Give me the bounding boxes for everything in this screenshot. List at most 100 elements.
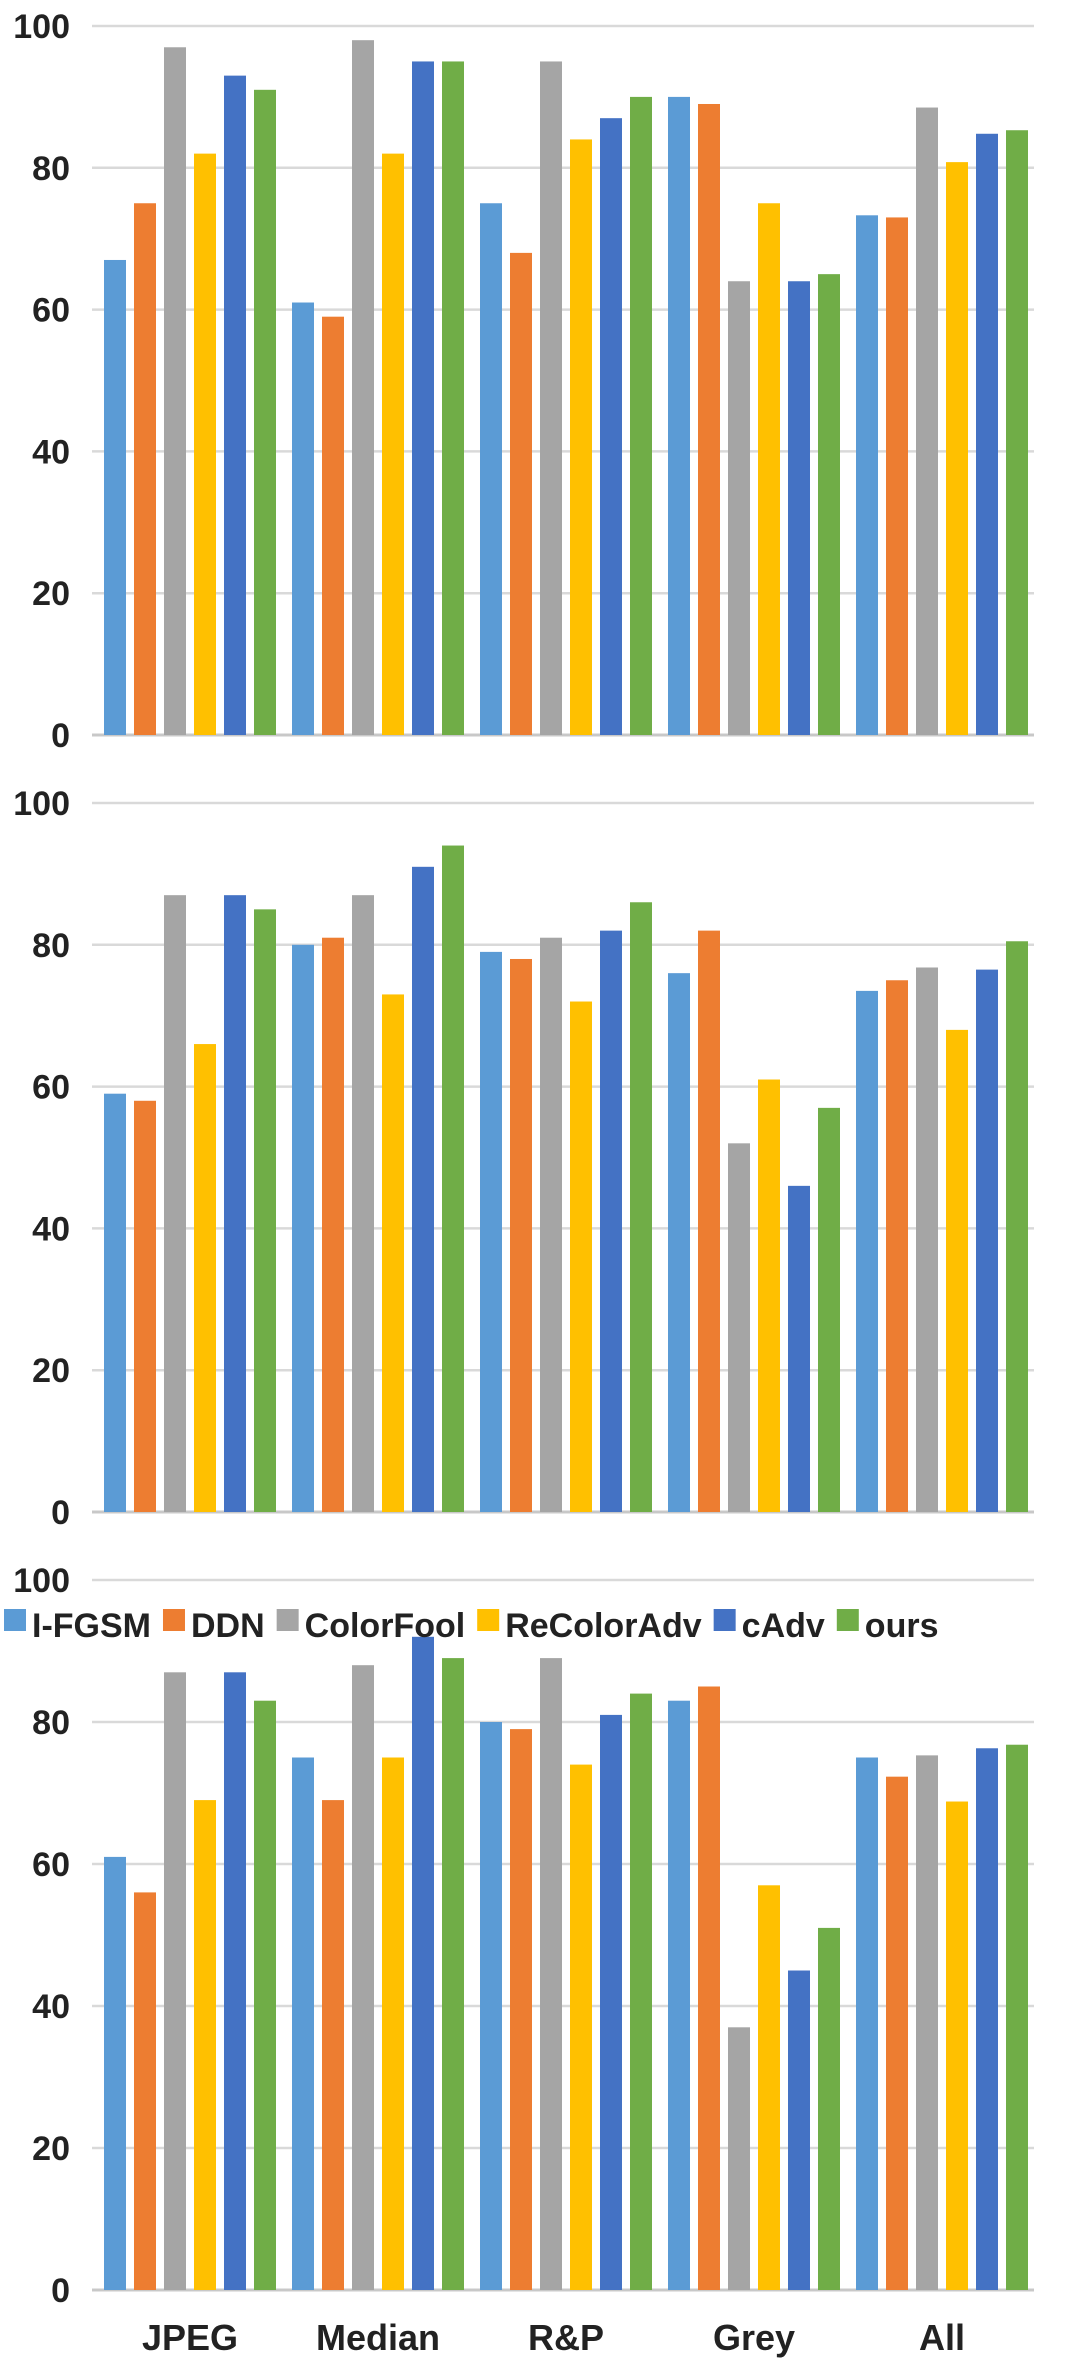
legend-swatch: [836, 1609, 859, 1631]
y-tick-label: 60: [32, 1846, 70, 1884]
y-tick-label: 40: [32, 1988, 70, 2026]
y-tick-label: 0: [51, 1494, 70, 1532]
legend-swatch: [4, 1609, 26, 1631]
bar-ddn-5: [886, 1776, 908, 2290]
bar-cadv-5: [976, 1748, 998, 2290]
bar-ddn-4: [698, 1686, 720, 2290]
bar-ddn-3: [510, 252, 532, 735]
y-tick-label: 0: [51, 717, 70, 755]
bar-colorfool-1: [164, 1672, 186, 2290]
bar-colorfool-5: [916, 967, 938, 1512]
x-tick-label: All: [919, 2317, 965, 2358]
bar-ddn-5: [886, 980, 908, 1512]
y-tick-label: 20: [32, 2130, 70, 2168]
bar-cadv-1: [224, 75, 246, 735]
legend-label: ReColorAdv: [505, 1607, 702, 1645]
bar-recoloradv-5: [946, 1801, 968, 2290]
legend-swatch: [477, 1609, 500, 1631]
bar-cadv-1: [224, 895, 246, 1512]
legend: I-FGSM DDN ColorFool ReColorAdv cAdv ours: [4, 1607, 938, 1645]
bar-recoloradv-2: [382, 153, 404, 735]
x-tick-label: JPEG: [142, 2317, 238, 2358]
bar-cadv-4: [788, 281, 810, 735]
bar-recoloradv-3: [570, 1764, 592, 2290]
bar-colorfool-4: [728, 2027, 750, 2290]
bar-ddn-4: [698, 103, 720, 736]
bar-recoloradv-5: [946, 1029, 968, 1512]
bar-recoloradv-4: [758, 1885, 780, 2290]
bar-ours-1: [254, 909, 276, 1512]
bar-recoloradv-3: [570, 1001, 592, 1512]
bar-ours-2: [442, 61, 464, 735]
bar-ours-2: [442, 1658, 464, 2290]
bar-recoloradv-1: [194, 153, 216, 735]
bar-ours-4: [818, 1107, 840, 1512]
bar-cadv-2: [412, 61, 434, 735]
bar-ddn-3: [510, 958, 532, 1512]
y-tick-label: 100: [13, 785, 70, 823]
bar-ddn-2: [322, 316, 344, 735]
y-tick-label: 40: [32, 433, 70, 471]
bar-ddn-1: [134, 1100, 156, 1512]
x-tick-label: Grey: [713, 2317, 795, 2358]
bar-ddn-2: [322, 937, 344, 1512]
legend-label: ColorFool: [305, 1607, 466, 1645]
bar-ours-2: [442, 845, 464, 1512]
bar-ours-3: [630, 96, 652, 735]
y-tick-label: 80: [32, 150, 70, 188]
bar-recoloradv-2: [382, 994, 404, 1512]
bar-i-fgsm-5: [856, 990, 878, 1512]
bar-colorfool-1: [164, 895, 186, 1512]
bar-i-fgsm-3: [480, 951, 502, 1512]
legend-label: ours: [865, 1607, 939, 1645]
y-tick-label: 40: [32, 1210, 70, 1248]
legend-label: cAdv: [742, 1607, 825, 1645]
bar-recoloradv-4: [758, 203, 780, 735]
bar-cadv-4: [788, 1970, 810, 2290]
bar-colorfool-3: [540, 937, 562, 1512]
bar-cadv-3: [600, 1714, 622, 2290]
bar-ours-3: [630, 902, 652, 1512]
bar-i-fgsm-4: [668, 1700, 690, 2290]
bar-i-fgsm-1: [104, 259, 126, 735]
legend-label: DDN: [191, 1607, 265, 1645]
legend-swatch: [713, 1609, 736, 1631]
bar-colorfool-2: [352, 895, 374, 1512]
bar-ours-5: [1006, 130, 1028, 735]
bar-ddn-1: [134, 1892, 156, 2290]
legend-swatch: [276, 1609, 299, 1631]
bar-i-fgsm-1: [104, 1856, 126, 2290]
bar-cadv-5: [976, 133, 998, 735]
bar-ddn-1: [134, 203, 156, 735]
bar-recoloradv-3: [570, 139, 592, 735]
y-tick-label: 20: [32, 575, 70, 613]
bar-i-fgsm-4: [668, 973, 690, 1512]
bar-ddn-2: [322, 1800, 344, 2290]
y-tick-label: 100: [13, 8, 70, 46]
y-tick-label: 20: [32, 1352, 70, 1390]
chart-panel-1: 0 20 40 60 80 100: [13, 8, 1034, 755]
y-tick-label: 80: [32, 927, 70, 965]
bar-i-fgsm-3: [480, 203, 502, 735]
bar-ours-4: [818, 274, 840, 735]
bar-ours-1: [254, 1700, 276, 2290]
bar-i-fgsm-2: [292, 944, 314, 1512]
bar-colorfool-4: [728, 1143, 750, 1512]
bar-i-fgsm-5: [856, 215, 878, 736]
bar-recoloradv-1: [194, 1800, 216, 2290]
bar-ours-3: [630, 1693, 652, 2290]
bar-colorfool-3: [540, 1658, 562, 2290]
bar-colorfool-5: [916, 1755, 938, 2290]
bar-colorfool-1: [164, 47, 186, 735]
y-tick-label: 0: [51, 2272, 70, 2310]
bar-i-fgsm-4: [668, 96, 690, 735]
bar-recoloradv-2: [382, 1757, 404, 2290]
bar-ddn-5: [886, 217, 908, 735]
bar-i-fgsm-1: [104, 1093, 126, 1512]
y-tick-label: 60: [32, 292, 70, 330]
chart-panel-3: 0 20 40 60 80 100 I-FGSM DDN ColorFool ReColorAdv…: [4, 1562, 1034, 2310]
bar-cadv-5: [976, 969, 998, 1512]
bar-cadv-4: [788, 1185, 810, 1512]
bar-ours-4: [818, 1927, 840, 2290]
